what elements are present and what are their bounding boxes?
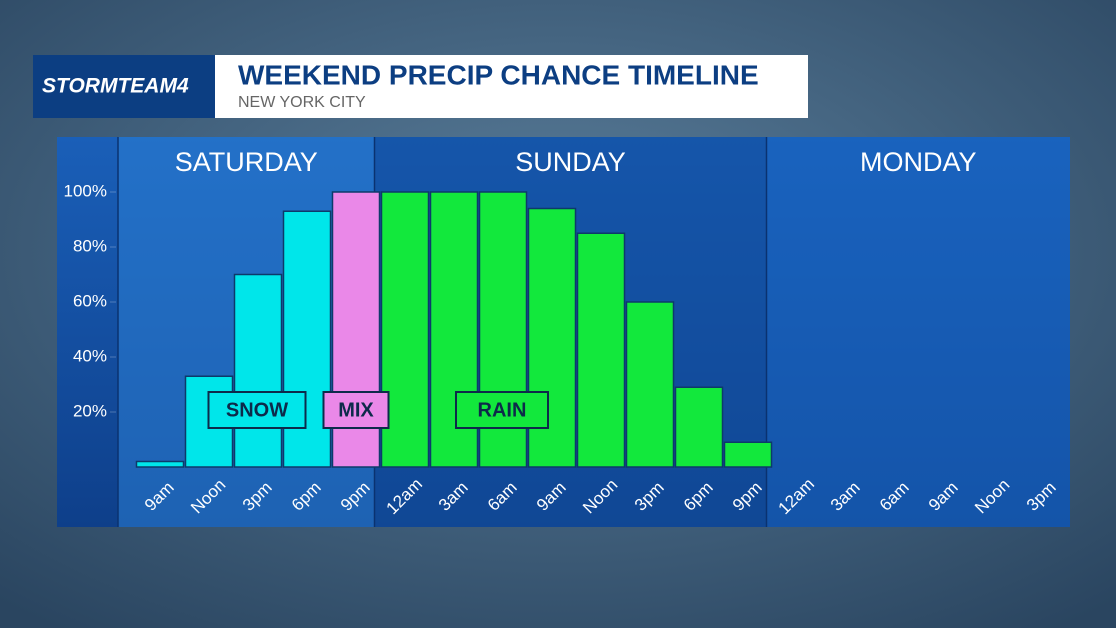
bar: [723, 441, 773, 468]
bar: [135, 460, 185, 468]
y-tick-label: 60%: [73, 291, 107, 310]
day-label: MONDAY: [860, 147, 977, 177]
bar: [576, 232, 626, 468]
y-tick-label: 80%: [73, 236, 107, 255]
y-tick-label: 40%: [73, 346, 107, 365]
legend-label: MIX: [338, 399, 374, 421]
bar: [674, 386, 724, 468]
bar: [233, 273, 283, 468]
legend-box: [455, 391, 549, 429]
chart-subtitle: NEW YORK CITY: [238, 94, 366, 111]
bar: [625, 301, 675, 468]
y-tick-label: 100%: [64, 181, 107, 200]
brand: STORMTEAM4: [42, 75, 189, 98]
legend-box: [322, 391, 390, 429]
day-label: SATURDAY: [175, 147, 318, 177]
legend-label: RAIN: [478, 399, 527, 421]
day-section: [766, 137, 1070, 527]
y-tick-label: 20%: [73, 401, 107, 420]
legend-box: [207, 391, 307, 429]
logo-box: [33, 55, 215, 118]
day-label: SUNDAY: [515, 147, 626, 177]
legend-label: SNOW: [226, 399, 288, 421]
chart-title: WEEKEND PRECIP CHANCE TIMELINE: [238, 59, 759, 90]
